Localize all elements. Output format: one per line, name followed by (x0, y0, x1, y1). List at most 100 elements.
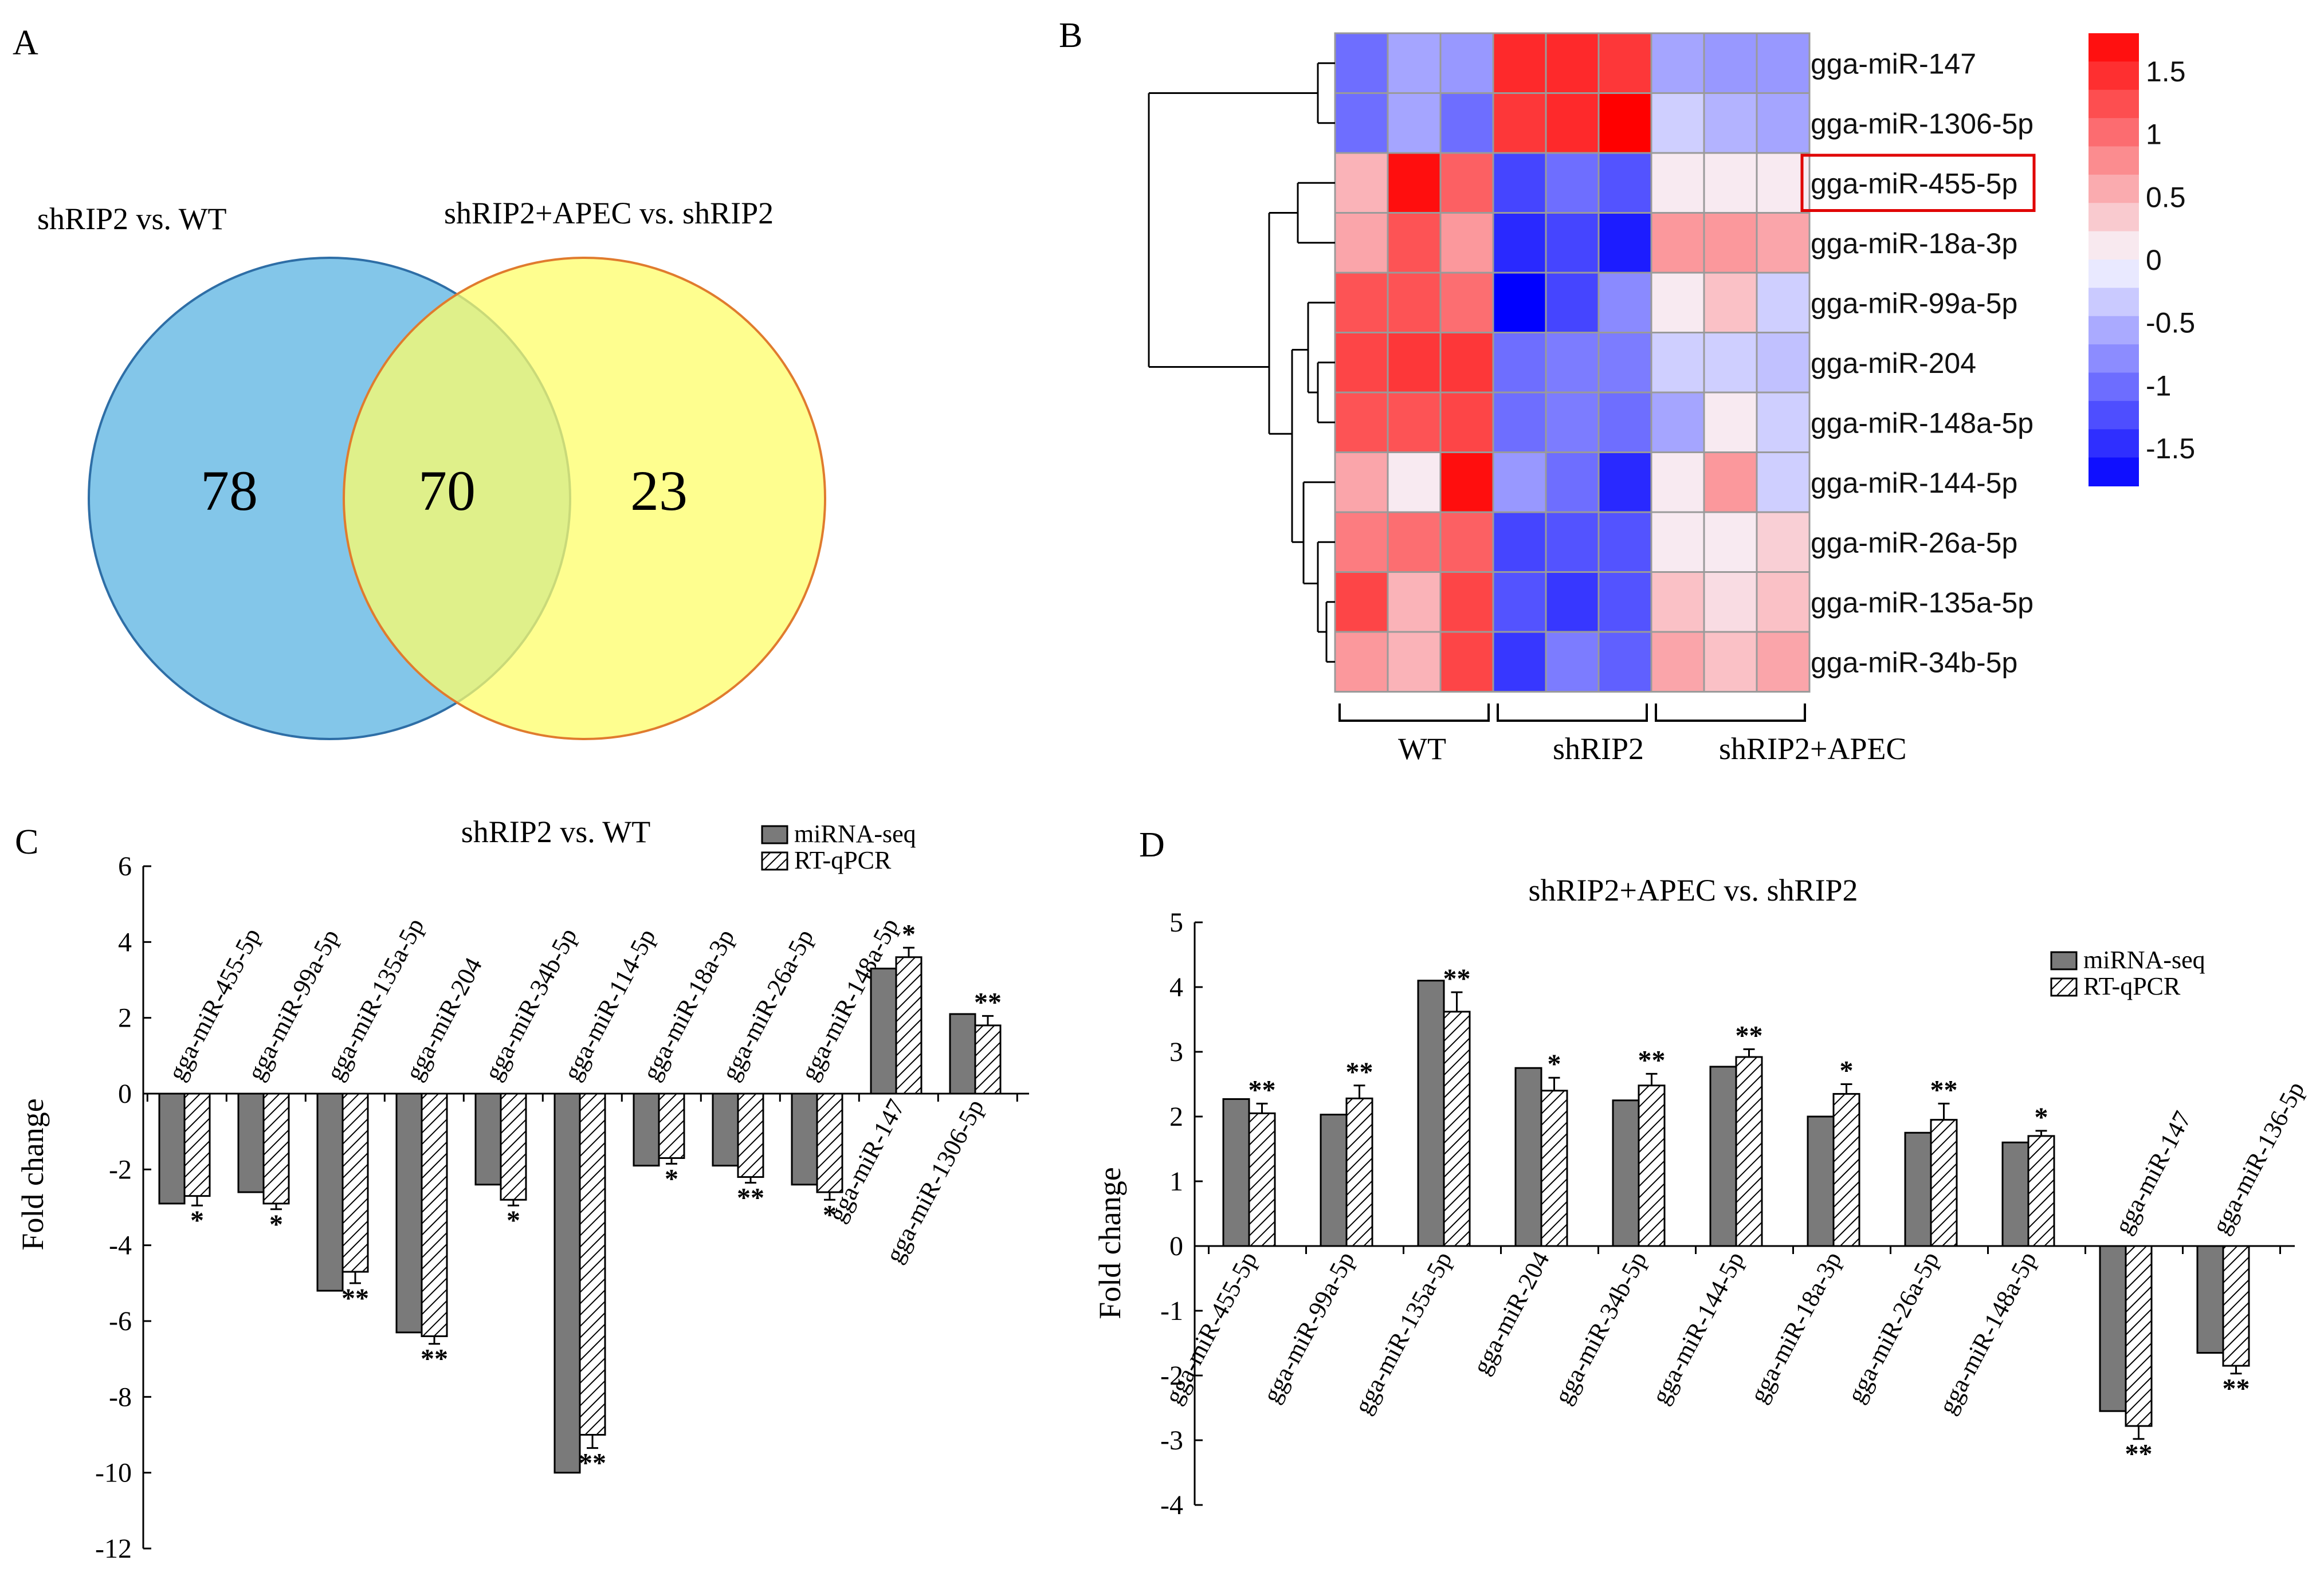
heatmap-cell (1545, 32, 1600, 94)
colorbar-swatch (2089, 146, 2139, 175)
heatmap-cell (1334, 391, 1389, 453)
chart-title: shRIP2+APEC vs. shRIP2 (1528, 873, 1858, 907)
significance-mark: ** (2125, 1439, 2153, 1469)
category-label: gga-miR-26a-5p (1842, 1247, 1945, 1408)
heatmap-cell (1597, 152, 1652, 214)
bar-mirna-seq (791, 1092, 818, 1186)
heatmap-row-label: gga-miR-135a-5p (1811, 587, 2034, 619)
significance-mark: * (2035, 1102, 2048, 1133)
heatmap-cell (1703, 152, 1758, 214)
heatmap-cell (1545, 511, 1600, 573)
colorbar-tick-label: 0.5 (2146, 181, 2186, 213)
y-tick-label: -3 (1160, 1425, 1183, 1456)
heatmap-cell (1545, 152, 1600, 214)
bar-mirna-seq (1904, 1131, 1932, 1247)
heatmap-highlight-box (1800, 154, 2036, 212)
heatmap-cell (1545, 451, 1600, 513)
colorbar-swatch (2089, 344, 2139, 374)
venn-set-label-right: shRIP2+APEC vs. shRIP2 (444, 196, 774, 230)
heatmap-cell (1703, 451, 1758, 513)
heatmap-cell (1597, 451, 1652, 513)
bar-mirna-seq (2196, 1245, 2224, 1354)
bar-rt-qpcr (974, 1024, 1002, 1095)
heatmap-cell (1334, 212, 1389, 274)
bar-mirna-seq (1709, 1066, 1737, 1247)
heatmap-cell (1334, 451, 1389, 513)
heatmap-cell (1650, 32, 1705, 94)
heatmap-cell (1756, 571, 1811, 633)
colorbar-swatch (2089, 118, 2139, 147)
heatmap-cell (1597, 272, 1652, 333)
heatmap-row-label: gga-miR-144-5p (1811, 467, 2017, 499)
heatmap-cell (1756, 631, 1811, 693)
bar-mirna-seq (712, 1092, 739, 1167)
colorbar-swatch (2089, 33, 2139, 62)
category-label: gga-miR-455-5p (1159, 1247, 1263, 1409)
heatmap-group-label: shRIP2+APEC (1719, 732, 1907, 766)
heatmap-cell (1703, 272, 1758, 333)
heatmap-cell (1492, 451, 1547, 513)
heatmap-cell (1492, 391, 1547, 453)
significance-mark: ** (2223, 1374, 2250, 1404)
heatmap-cell (1439, 451, 1494, 513)
heatmap-cell (1650, 391, 1705, 453)
significance-mark: ** (1346, 1057, 1373, 1087)
heatmap-cell (1545, 332, 1600, 394)
heatmap-cell (1492, 92, 1547, 154)
significance-mark: ** (1249, 1075, 1276, 1105)
heatmap-cell (1703, 571, 1758, 633)
heatmap-cell (1492, 212, 1547, 274)
heatmap-cell (1334, 571, 1389, 633)
category-label: gga-miR-147 (2109, 1107, 2197, 1239)
panel-label-b: B (1059, 16, 1082, 55)
chart-title: shRIP2 vs. WT (461, 815, 651, 849)
bar-mirna-seq (1514, 1067, 1542, 1247)
legend-label: RT-qPCR (794, 846, 892, 874)
y-tick-label: 6 (118, 851, 132, 882)
y-tick-label: -4 (1160, 1490, 1183, 1520)
heatmap-cell (1492, 571, 1547, 633)
heatmap-cell (1439, 212, 1494, 274)
heatmap-cell (1387, 152, 1442, 214)
heatmap-cell (1703, 332, 1758, 394)
legend-swatch-mirna-seq (761, 825, 788, 844)
legend-swatch-rt-qpcr (2050, 977, 2078, 997)
colorbar-swatch (2089, 400, 2139, 430)
heatmap-cell (1650, 631, 1705, 693)
colorbar-swatch (2089, 457, 2139, 486)
heatmap-group-label: shRIP2 (1553, 732, 1644, 766)
bar-rt-qpcr (1832, 1092, 1860, 1247)
heatmap-cell (1703, 92, 1758, 154)
y-tick-label: 5 (1169, 907, 1183, 938)
category-label: gga-miR-144-5p (1646, 1247, 1750, 1409)
heatmap-cell (1650, 152, 1705, 214)
heatmap-cell (1597, 92, 1652, 154)
heatmap-cell (1756, 391, 1811, 453)
heatmap-cell (1492, 332, 1547, 394)
colorbar-tick-label: 1.5 (2146, 56, 2186, 88)
bar-rt-qpcr (658, 1092, 685, 1159)
y-tick-label: 1 (1169, 1166, 1183, 1197)
bar-rt-qpcr (1443, 1011, 1471, 1247)
heatmap-group-label: WT (1398, 732, 1446, 766)
bar-mirna-seq (316, 1092, 344, 1292)
bar-rt-qpcr (579, 1092, 606, 1436)
significance-mark: ** (1638, 1045, 1666, 1075)
legend-label: RT-qPCR (2083, 972, 2181, 1000)
bar-rt-qpcr (895, 956, 922, 1095)
bar-rt-qpcr (421, 1092, 448, 1337)
bar-mirna-seq (1612, 1099, 1640, 1247)
heatmap-cell (1756, 511, 1811, 573)
heatmap-cell (1597, 212, 1652, 274)
significance-mark: ** (579, 1448, 606, 1479)
panel-label-a: A (13, 23, 38, 62)
category-label: gga-miR-18a-3p (1744, 1247, 1847, 1408)
heatmap-cell (1492, 631, 1547, 693)
heatmap-cell (1334, 332, 1389, 394)
venn-circle-right (343, 257, 826, 740)
heatmap-cell (1387, 32, 1442, 94)
y-tick-label: 4 (118, 927, 132, 957)
colorbar-tick-label: 0 (2146, 244, 2162, 276)
significance-mark: ** (341, 1283, 369, 1314)
